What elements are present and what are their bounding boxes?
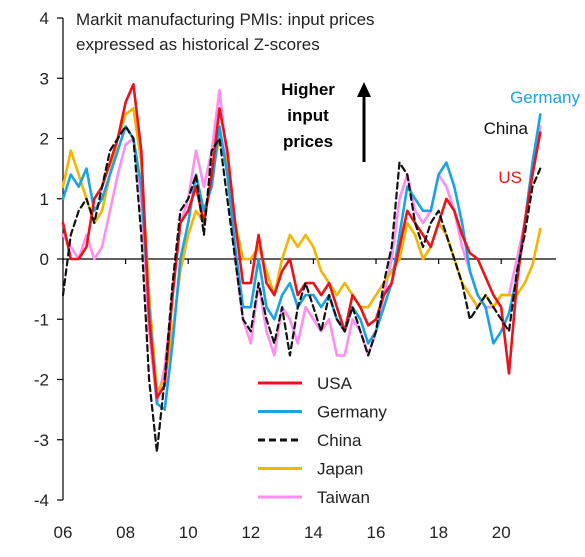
y-tick-label: 3 xyxy=(40,69,49,88)
legend-label-japan: Japan xyxy=(317,460,363,479)
x-tick-label: 14 xyxy=(304,523,323,542)
chart-title: Markit manufacturing PMIs: input prices … xyxy=(76,10,375,54)
y-tick-label: -1 xyxy=(34,310,49,329)
x-tick-label: 20 xyxy=(492,523,511,542)
series-line-china xyxy=(61,125,542,453)
legend-label-taiwan: Taiwan xyxy=(317,488,370,507)
series-line-usa xyxy=(61,83,542,399)
end-labels: US Germany China xyxy=(484,88,581,187)
x-tick-label: 06 xyxy=(54,523,73,542)
x-tick-label: 18 xyxy=(429,523,448,542)
chart-title-line-2: expressed as historical Z-scores xyxy=(76,35,320,54)
y-tick-label: -3 xyxy=(34,431,49,450)
up-arrow-head-icon xyxy=(357,82,371,97)
end-label-china: China xyxy=(484,119,529,138)
y-tick-label: 2 xyxy=(40,130,49,149)
end-label-germany: Germany xyxy=(510,88,580,107)
y-axis: -4 -3 -2 -1 0 1 2 3 4 xyxy=(34,9,64,510)
legend-label-usa: USA xyxy=(317,374,353,393)
annotation-line-3: prices xyxy=(283,132,333,151)
end-label-usa: US xyxy=(498,168,522,187)
x-tick-label: 12 xyxy=(241,523,260,542)
annotation: Higher input prices xyxy=(281,80,371,162)
y-tick-label: 4 xyxy=(40,9,49,28)
legend-label-china: China xyxy=(317,431,362,450)
annotation-line-1: Higher xyxy=(281,80,335,99)
series-group xyxy=(61,83,542,453)
y-tick-label: -2 xyxy=(34,371,49,390)
x-tick-label: 16 xyxy=(367,523,386,542)
x-tick-label: 08 xyxy=(116,523,135,542)
y-tick-label: 0 xyxy=(40,250,49,269)
chart-title-line-1: Markit manufacturing PMIs: input prices xyxy=(76,10,375,29)
y-tick-label: 1 xyxy=(40,190,49,209)
y-tick-label: -4 xyxy=(34,491,49,510)
legend: USA Germany China Japan Taiwan xyxy=(258,374,387,507)
annotation-line-2: input xyxy=(287,106,329,125)
legend-label-germany: Germany xyxy=(317,403,387,422)
x-tick-label: 10 xyxy=(179,523,198,542)
